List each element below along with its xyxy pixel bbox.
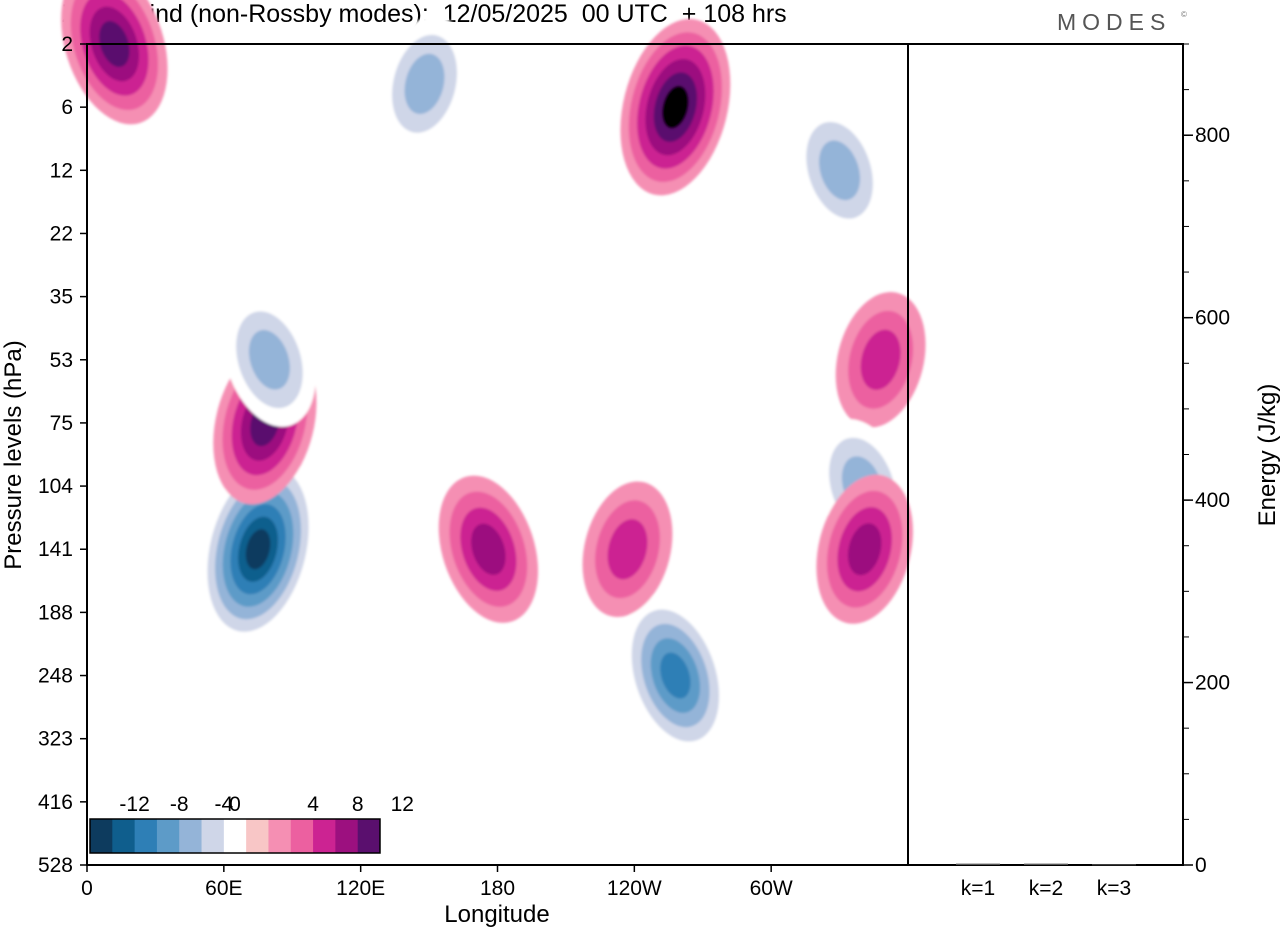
colorbar-swatch xyxy=(156,819,180,853)
colorbar-swatch xyxy=(112,819,136,853)
heatmap-feature xyxy=(438,475,539,623)
colorbar-tick-label: -4 xyxy=(215,793,234,816)
energy-category-label: k=3 xyxy=(1097,877,1131,900)
y-tick-label: 6 xyxy=(61,96,73,119)
contour-band xyxy=(662,85,689,129)
heatmap-feature xyxy=(622,595,729,756)
colorbar-tick-label: 12 xyxy=(391,793,414,816)
colorbar-frame xyxy=(89,818,381,854)
contour-band xyxy=(245,529,271,570)
heatmap-features xyxy=(61,0,926,756)
y-tick-label: 53 xyxy=(50,349,73,372)
x-tick-label: 120E xyxy=(336,877,385,900)
colorbar-swatch xyxy=(290,819,314,853)
colorbar-swatch xyxy=(246,819,269,853)
energy-tick-label: 800 xyxy=(1195,124,1230,147)
x-tick-label: 120W xyxy=(607,877,662,900)
energy-tick-label: 400 xyxy=(1195,489,1230,512)
x-tick-label: 180 xyxy=(480,877,515,900)
contour-band xyxy=(819,140,861,201)
x-tick-label: 60E xyxy=(205,877,242,900)
contour-band xyxy=(607,519,648,580)
energy-bar xyxy=(956,863,1000,865)
energy-axis-ticks: 0 200 400 600 800 xyxy=(1183,43,1230,877)
colorbar-swatch xyxy=(313,819,336,853)
y-tick-label: 416 xyxy=(38,791,73,814)
x-axis-ticks: 0 60E 120E 180 120W 60W xyxy=(81,865,793,900)
heatmap-feature xyxy=(199,454,317,645)
colorbar-swatch xyxy=(90,819,113,853)
y-tick-label: 35 xyxy=(50,286,73,309)
contour-band xyxy=(471,523,506,575)
heatmap-feature xyxy=(793,103,886,238)
energy-bar xyxy=(1024,863,1068,865)
x-tick-label: 60W xyxy=(750,877,793,900)
colorbar-tick-label: -12 xyxy=(119,793,149,816)
contour-band xyxy=(248,330,290,390)
contour-band xyxy=(660,652,691,699)
y-tick-label: 75 xyxy=(50,412,73,435)
y-tick-label: 22 xyxy=(50,222,73,245)
y-tick-label: 104 xyxy=(38,475,73,498)
y-tick-label: 248 xyxy=(38,665,73,688)
colorbar-swatch xyxy=(335,819,359,853)
colorbar: -12 -8 -40 4 8 12 xyxy=(89,793,414,854)
y-axis-label: Pressure levels (hPa) xyxy=(0,340,27,569)
energy-tick-label: 200 xyxy=(1195,672,1230,695)
energy-category-label: k=2 xyxy=(1029,877,1063,900)
colorbar-swatch xyxy=(357,819,381,853)
heatmap-feature xyxy=(223,292,316,427)
colorbar-swatch xyxy=(223,819,247,853)
y-tick-label: 141 xyxy=(38,538,73,561)
energy-panel-frame xyxy=(907,43,1184,866)
contour-band xyxy=(847,523,882,576)
colorbar-tick-label: 0 xyxy=(229,793,241,816)
energy-tick-label: 600 xyxy=(1195,307,1230,330)
colorbar-swatch xyxy=(134,819,158,853)
colorbar-swatch xyxy=(268,819,292,853)
heatmap-feature xyxy=(835,292,926,428)
colorbar-swatch xyxy=(179,819,203,853)
heatmap-feature xyxy=(379,16,470,152)
energy-bar xyxy=(1092,864,1136,866)
energy-axis-label: Energy (J/kg) xyxy=(1254,384,1280,527)
colorbar-tick-label: 8 xyxy=(352,793,364,816)
y-tick-label: 323 xyxy=(38,728,73,751)
heatmap-feature xyxy=(816,474,913,624)
y-tick-label: 12 xyxy=(50,159,73,182)
colorbar-swatch xyxy=(201,819,225,853)
energy-category-label: k=1 xyxy=(961,877,995,900)
y-tick-label: 2 xyxy=(61,33,73,56)
colorbar-tick-label: 4 xyxy=(307,793,319,816)
energy-bars: k=1 k=2 k=3 xyxy=(956,863,1136,900)
colorbar-tick-label: -8 xyxy=(170,793,189,816)
contour-band xyxy=(404,53,445,114)
brand-logo: MODES xyxy=(1057,9,1172,35)
y-tick-label: 188 xyxy=(38,601,73,624)
heatmap-frame xyxy=(86,43,909,866)
y-axis-ticks: 2 6 12 22 35 53 75 104 141 188 248 323 416 528 xyxy=(38,33,87,877)
contour-band xyxy=(860,329,901,390)
brand-mark: © xyxy=(1181,10,1187,19)
energy-tick-label: 0 xyxy=(1195,854,1207,877)
heatmap-feature xyxy=(620,18,731,196)
chart-title: Zonal wind (non-Rossby modes): 12/05/202… xyxy=(62,0,787,28)
heatmap-feature xyxy=(582,481,673,617)
y-tick-label: 528 xyxy=(38,854,73,877)
x-tick-label: 0 xyxy=(81,877,93,900)
x-axis-label: Longitude xyxy=(444,901,549,928)
